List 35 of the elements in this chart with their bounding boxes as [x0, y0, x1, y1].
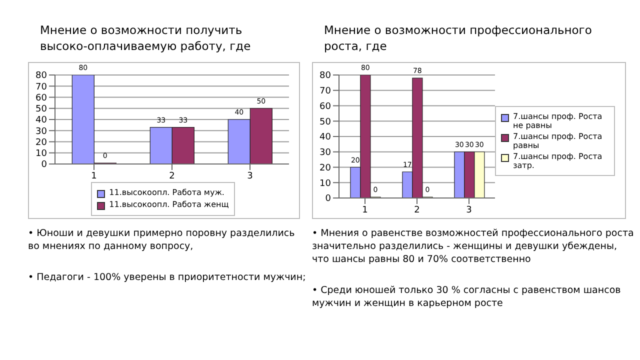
legend-label: 7.шансы проф. Роста не равны — [513, 112, 604, 130]
x-tick-label: 1 — [362, 205, 368, 216]
x-tick-label: 1 — [91, 171, 97, 182]
y-tick-label: 60 — [320, 102, 332, 112]
y-tick-label: 50 — [320, 117, 332, 128]
y-tick-label: 40 — [36, 116, 48, 126]
y-tick-label: 60 — [36, 93, 48, 104]
text: • Мнения о равенстве возможностей профессионального роста значительно разделились - женщины и девушки убеждены, что шансы равны 80 и 70% соответственно — [312, 227, 634, 266]
y-tick-label: 70 — [320, 86, 332, 97]
y-tick-label: 20 — [36, 138, 48, 148]
x-tick-label: 2 — [169, 171, 175, 182]
y-tick-label: 80 — [320, 71, 332, 82]
y-tick-label: 40 — [320, 132, 332, 143]
y-tick-label: 10 — [320, 178, 332, 189]
y-tick-label: 30 — [320, 148, 332, 158]
y-tick-label: 20 — [320, 163, 332, 174]
x-tick-label: 3 — [247, 171, 253, 182]
legend-label: 11.высокоопл. Работа женщ — [109, 200, 229, 209]
text: • Юноши и девушки примерно поровну разделились во мнениях по данному вопросу, — [28, 227, 296, 253]
y-tick-label: 80 — [36, 71, 48, 82]
y-tick-label: 30 — [36, 126, 48, 137]
legend-label: 7.шансы проф. Роста равны — [513, 132, 604, 150]
legend-label: 7.шансы проф. Роста затр. — [513, 152, 604, 170]
y-tick-label: 10 — [36, 149, 48, 160]
x-tick-label: 3 — [466, 205, 472, 216]
legend-label: 11.высокоопл. Работа муж. — [109, 188, 224, 197]
y-tick-label: 50 — [36, 104, 48, 115]
y-tick-label: 70 — [36, 82, 48, 92]
text: • Среди юношей только 30 % согласны с равенством шансов мужчин и женщин в карьерном росте — [312, 284, 622, 310]
text: • Педагоги - 100% уверены в приоритетности мужчин; — [28, 271, 307, 284]
chart-title: Мнение о возможности профессионального роста, где — [323, 22, 593, 55]
chart-title: Мнение о возможности получить высоко-оплачиваемую работу, где — [39, 22, 252, 55]
x-tick-label: 2 — [414, 205, 420, 216]
y-tick-label: 0 — [325, 194, 332, 204]
y-tick-label: 0 — [41, 160, 48, 170]
